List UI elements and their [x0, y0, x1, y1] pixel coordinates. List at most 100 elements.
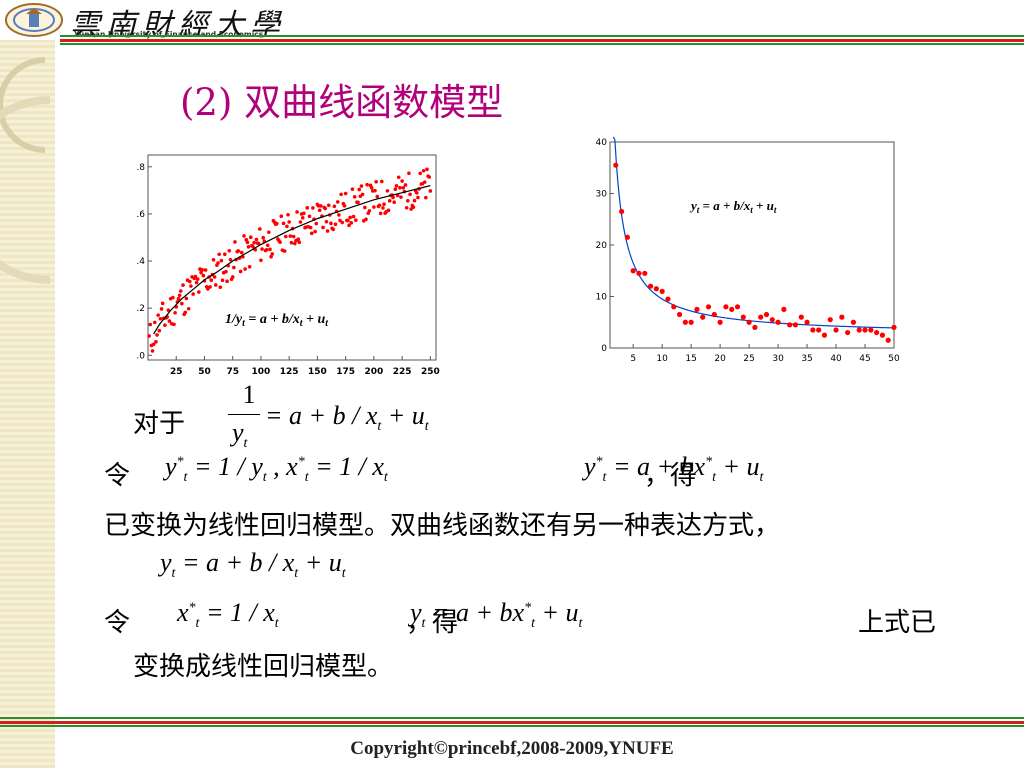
text-duiyu: 对于 [133, 409, 186, 439]
data-point [245, 240, 250, 245]
data-point [166, 308, 171, 312]
slide-title: (2) 双曲线函数模型 [180, 81, 504, 124]
data-point [189, 284, 193, 288]
data-point [156, 313, 160, 317]
x-tick-label: 20 [714, 354, 726, 364]
data-point [208, 285, 212, 289]
data-point [400, 179, 404, 183]
data-point [386, 208, 391, 213]
data-point [350, 187, 355, 192]
data-point [665, 296, 671, 302]
data-point [298, 220, 303, 224]
data-point [424, 195, 428, 200]
data-point [734, 304, 741, 310]
data-point [804, 319, 810, 325]
x-tick-label: 100 [252, 367, 271, 377]
y-tick-label: .0 [136, 351, 145, 361]
decorative-arcs [0, 57, 51, 284]
data-point [775, 319, 781, 325]
data-point [288, 234, 293, 238]
data-point [359, 184, 364, 188]
data-point [286, 213, 290, 217]
x-tick-label: 225 [393, 367, 412, 377]
data-point [269, 254, 273, 259]
data-point [283, 234, 288, 239]
data-point [427, 175, 432, 179]
data-point [278, 240, 282, 245]
data-point [184, 296, 189, 301]
x-tick-label: 50 [888, 354, 900, 364]
data-point [364, 217, 368, 222]
y-tick-label: 20 [596, 241, 608, 251]
data-point [296, 237, 301, 242]
data-point [363, 205, 367, 210]
data-point [150, 349, 155, 353]
data-point [763, 311, 770, 318]
data-point [223, 252, 227, 257]
data-point [421, 168, 426, 173]
data-point [285, 224, 289, 229]
data-point [700, 314, 706, 320]
formula-linear-1: y*t = a + bx*t + ut [584, 452, 764, 486]
data-point [333, 222, 338, 226]
data-point [428, 189, 433, 193]
data-point [682, 319, 688, 325]
data-point [613, 162, 619, 168]
text-shangshiyi: 上式已 [858, 608, 937, 638]
data-point [746, 319, 752, 325]
data-point [218, 285, 223, 290]
data-point [379, 179, 384, 184]
data-point [254, 237, 259, 242]
y-tick-label: .6 [136, 210, 145, 220]
data-point [642, 270, 648, 276]
data-point [264, 247, 269, 252]
data-point [309, 231, 314, 236]
x-tick-label: 10 [656, 354, 668, 364]
data-point [313, 229, 317, 234]
data-point [381, 206, 385, 210]
data-point [416, 195, 420, 200]
data-point [308, 225, 313, 230]
data-point [157, 328, 162, 333]
data-point [332, 204, 337, 209]
data-point [425, 167, 429, 172]
data-point [346, 218, 350, 223]
data-point [418, 171, 422, 176]
data-point [653, 286, 659, 292]
y-tick-label: 40 [596, 138, 608, 148]
data-point [729, 306, 735, 312]
data-point [821, 332, 828, 338]
data-point [314, 221, 319, 226]
data-point [230, 275, 235, 279]
data-point [694, 306, 700, 312]
data-point [177, 293, 182, 298]
x-tick-label: 250 [421, 367, 440, 377]
frac-bar [228, 414, 260, 415]
data-point [399, 195, 403, 199]
data-point [630, 268, 636, 274]
x-tick-label: 175 [336, 367, 355, 377]
data-point [311, 206, 315, 210]
data-point [289, 240, 294, 245]
data-point [839, 314, 845, 320]
data-point [287, 220, 291, 224]
data-point [201, 273, 206, 278]
data-point [307, 214, 312, 219]
data-point [833, 327, 839, 333]
x-tick-label: 125 [280, 367, 299, 377]
formula-rhs: = a + b / xt + ut [265, 401, 429, 435]
data-point [212, 275, 217, 279]
data-point [227, 248, 232, 253]
data-point [243, 267, 247, 271]
data-point [155, 333, 159, 337]
data-point [671, 304, 677, 310]
data-point [178, 289, 183, 293]
data-point [256, 241, 261, 246]
chart-reciprocal-model: .0 .2 .4 .6 .8 25 50 75 100 125 150 175 200 225 250 1/y… [136, 154, 440, 377]
data-point [411, 205, 416, 209]
text-ling-1: 令 [104, 461, 131, 491]
formula-hyperbolic-2: yt = a + b / xt + ut [160, 548, 346, 582]
data-point [879, 332, 886, 338]
data-point [224, 269, 228, 274]
x-tick-label: 75 [226, 367, 239, 377]
